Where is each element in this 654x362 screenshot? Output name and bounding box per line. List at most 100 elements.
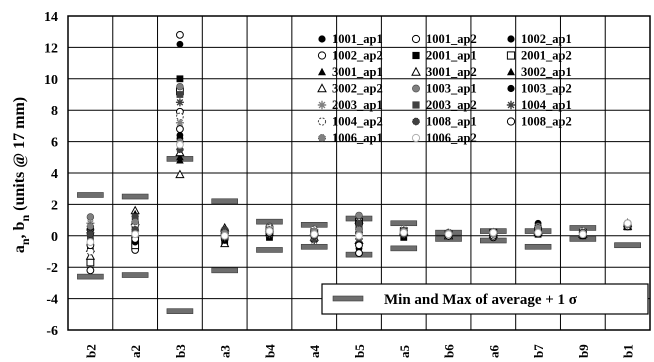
y-tick-label: -2	[46, 261, 58, 276]
legend-label: 1003_ap1	[426, 82, 477, 96]
axes: -6 -4 -2 0 2 4 6 8 10 12 14 b2 a2 b3 a3 b4 a4 b5 a5 b6 a6 b7 b…	[44, 10, 651, 359]
plot-frame	[67, 15, 651, 331]
min-max-legend: Min and Max of average + 1 σ	[321, 283, 649, 315]
legend-marker	[318, 134, 326, 142]
min-max-legend-label: Min and Max of average + 1 σ	[384, 292, 578, 308]
min-max-bar	[211, 198, 238, 205]
data-point	[86, 266, 95, 275]
legend-marker	[317, 51, 327, 60]
data-point	[86, 238, 95, 246]
data-point	[176, 125, 184, 133]
min-max-bar	[166, 308, 194, 314]
data-point	[399, 228, 408, 237]
data-point	[176, 40, 184, 48]
data-point	[175, 118, 184, 127]
data-point	[86, 247, 95, 256]
data-point	[220, 231, 229, 240]
legend-marker	[507, 67, 515, 76]
data-point	[355, 241, 363, 250]
legend-marker	[411, 133, 421, 143]
data-point	[176, 112, 184, 121]
data-point	[131, 213, 139, 221]
data-point	[86, 258, 95, 267]
data-point	[355, 211, 363, 220]
y-tick-label: 10	[44, 73, 58, 88]
x-tick-label: b5	[352, 344, 367, 358]
data-point	[355, 231, 363, 240]
y-axis-label: an, bn (units @ 17 mm)	[11, 97, 32, 253]
legend-marker	[317, 83, 327, 93]
data-point	[310, 236, 319, 245]
x-tick-label: a5	[397, 345, 412, 359]
legend-label: 3001_ap2	[426, 65, 477, 79]
y-tick-label: 0	[51, 230, 58, 245]
legend-marker	[412, 84, 420, 93]
data-point	[176, 140, 184, 149]
legend-marker	[318, 67, 326, 76]
legend-marker	[318, 35, 326, 43]
legend-label: 2003_ap1	[332, 98, 383, 112]
data-point	[578, 230, 587, 239]
x-tick-label: a6	[486, 345, 501, 359]
legend-marker	[507, 84, 515, 93]
x-tick-label: b3	[173, 344, 188, 358]
data-point	[85, 251, 96, 260]
data-point	[176, 30, 184, 39]
x-tick-label: a4	[307, 345, 322, 359]
legend-label: 1004_ap2	[332, 115, 383, 129]
legend-marker	[411, 34, 421, 44]
min-max-bar	[211, 267, 238, 274]
data-point	[623, 219, 632, 228]
legend-label: 1001_ap1	[332, 32, 383, 46]
min-max-bar	[524, 243, 552, 250]
y-tick-label: 2	[51, 198, 58, 213]
legend-label: 2001_ap1	[426, 49, 477, 63]
x-tick-label: a3	[218, 345, 233, 359]
legend-marker	[412, 51, 420, 60]
legend-marker	[317, 117, 327, 126]
data-point	[86, 222, 95, 231]
data-point	[489, 228, 498, 237]
x-tick-label: b6	[442, 344, 457, 358]
min-max-bar	[121, 272, 149, 278]
y-tick-label: -4	[46, 293, 58, 308]
legend-marker	[506, 51, 516, 60]
min-max-bar	[77, 192, 104, 198]
min-max-bar	[121, 193, 149, 200]
min-max-bar	[256, 247, 283, 253]
legend-marker	[411, 66, 421, 76]
data-point	[131, 218, 139, 226]
x-tick-label: b4	[262, 344, 277, 358]
y-tick-label: 4	[51, 167, 58, 182]
legend: 1001_ap1 1001_ap2 1002_ap1 1002_ap2 2001_ap1…	[317, 32, 572, 145]
data-point	[86, 230, 95, 238]
y-tick-label: 6	[51, 136, 58, 151]
min-max-legend-box	[321, 283, 649, 315]
data-point	[176, 75, 184, 83]
legend-label: 1004_ap1	[521, 98, 572, 112]
data-point	[176, 91, 184, 98]
data-point	[131, 230, 140, 239]
grid	[67, 15, 651, 331]
x-tick-label: b9	[576, 344, 591, 358]
legend-marker	[412, 101, 420, 109]
y-tick-label: 14	[44, 10, 58, 25]
legend-marker	[506, 117, 516, 126]
data-points	[85, 30, 633, 275]
min-max-bar	[300, 243, 328, 250]
min-max-bar	[77, 273, 104, 280]
min-max-legend-swatch	[332, 295, 364, 302]
data-point	[176, 156, 184, 164]
legend-label: 1001_ap2	[426, 32, 477, 46]
legend-label: 2001_ap2	[521, 49, 572, 63]
data-point	[176, 82, 184, 91]
legend-label: 1008_ap1	[426, 115, 477, 129]
data-point	[265, 227, 274, 235]
legend-label: 1003_ap2	[521, 82, 572, 96]
legend-label: 1002_ap2	[332, 49, 383, 63]
legend-label: 1008_ap2	[521, 115, 572, 129]
legend-label: 1002_ap1	[521, 32, 572, 46]
data-point	[310, 230, 319, 239]
legend-label: 3002_ap1	[521, 65, 572, 79]
